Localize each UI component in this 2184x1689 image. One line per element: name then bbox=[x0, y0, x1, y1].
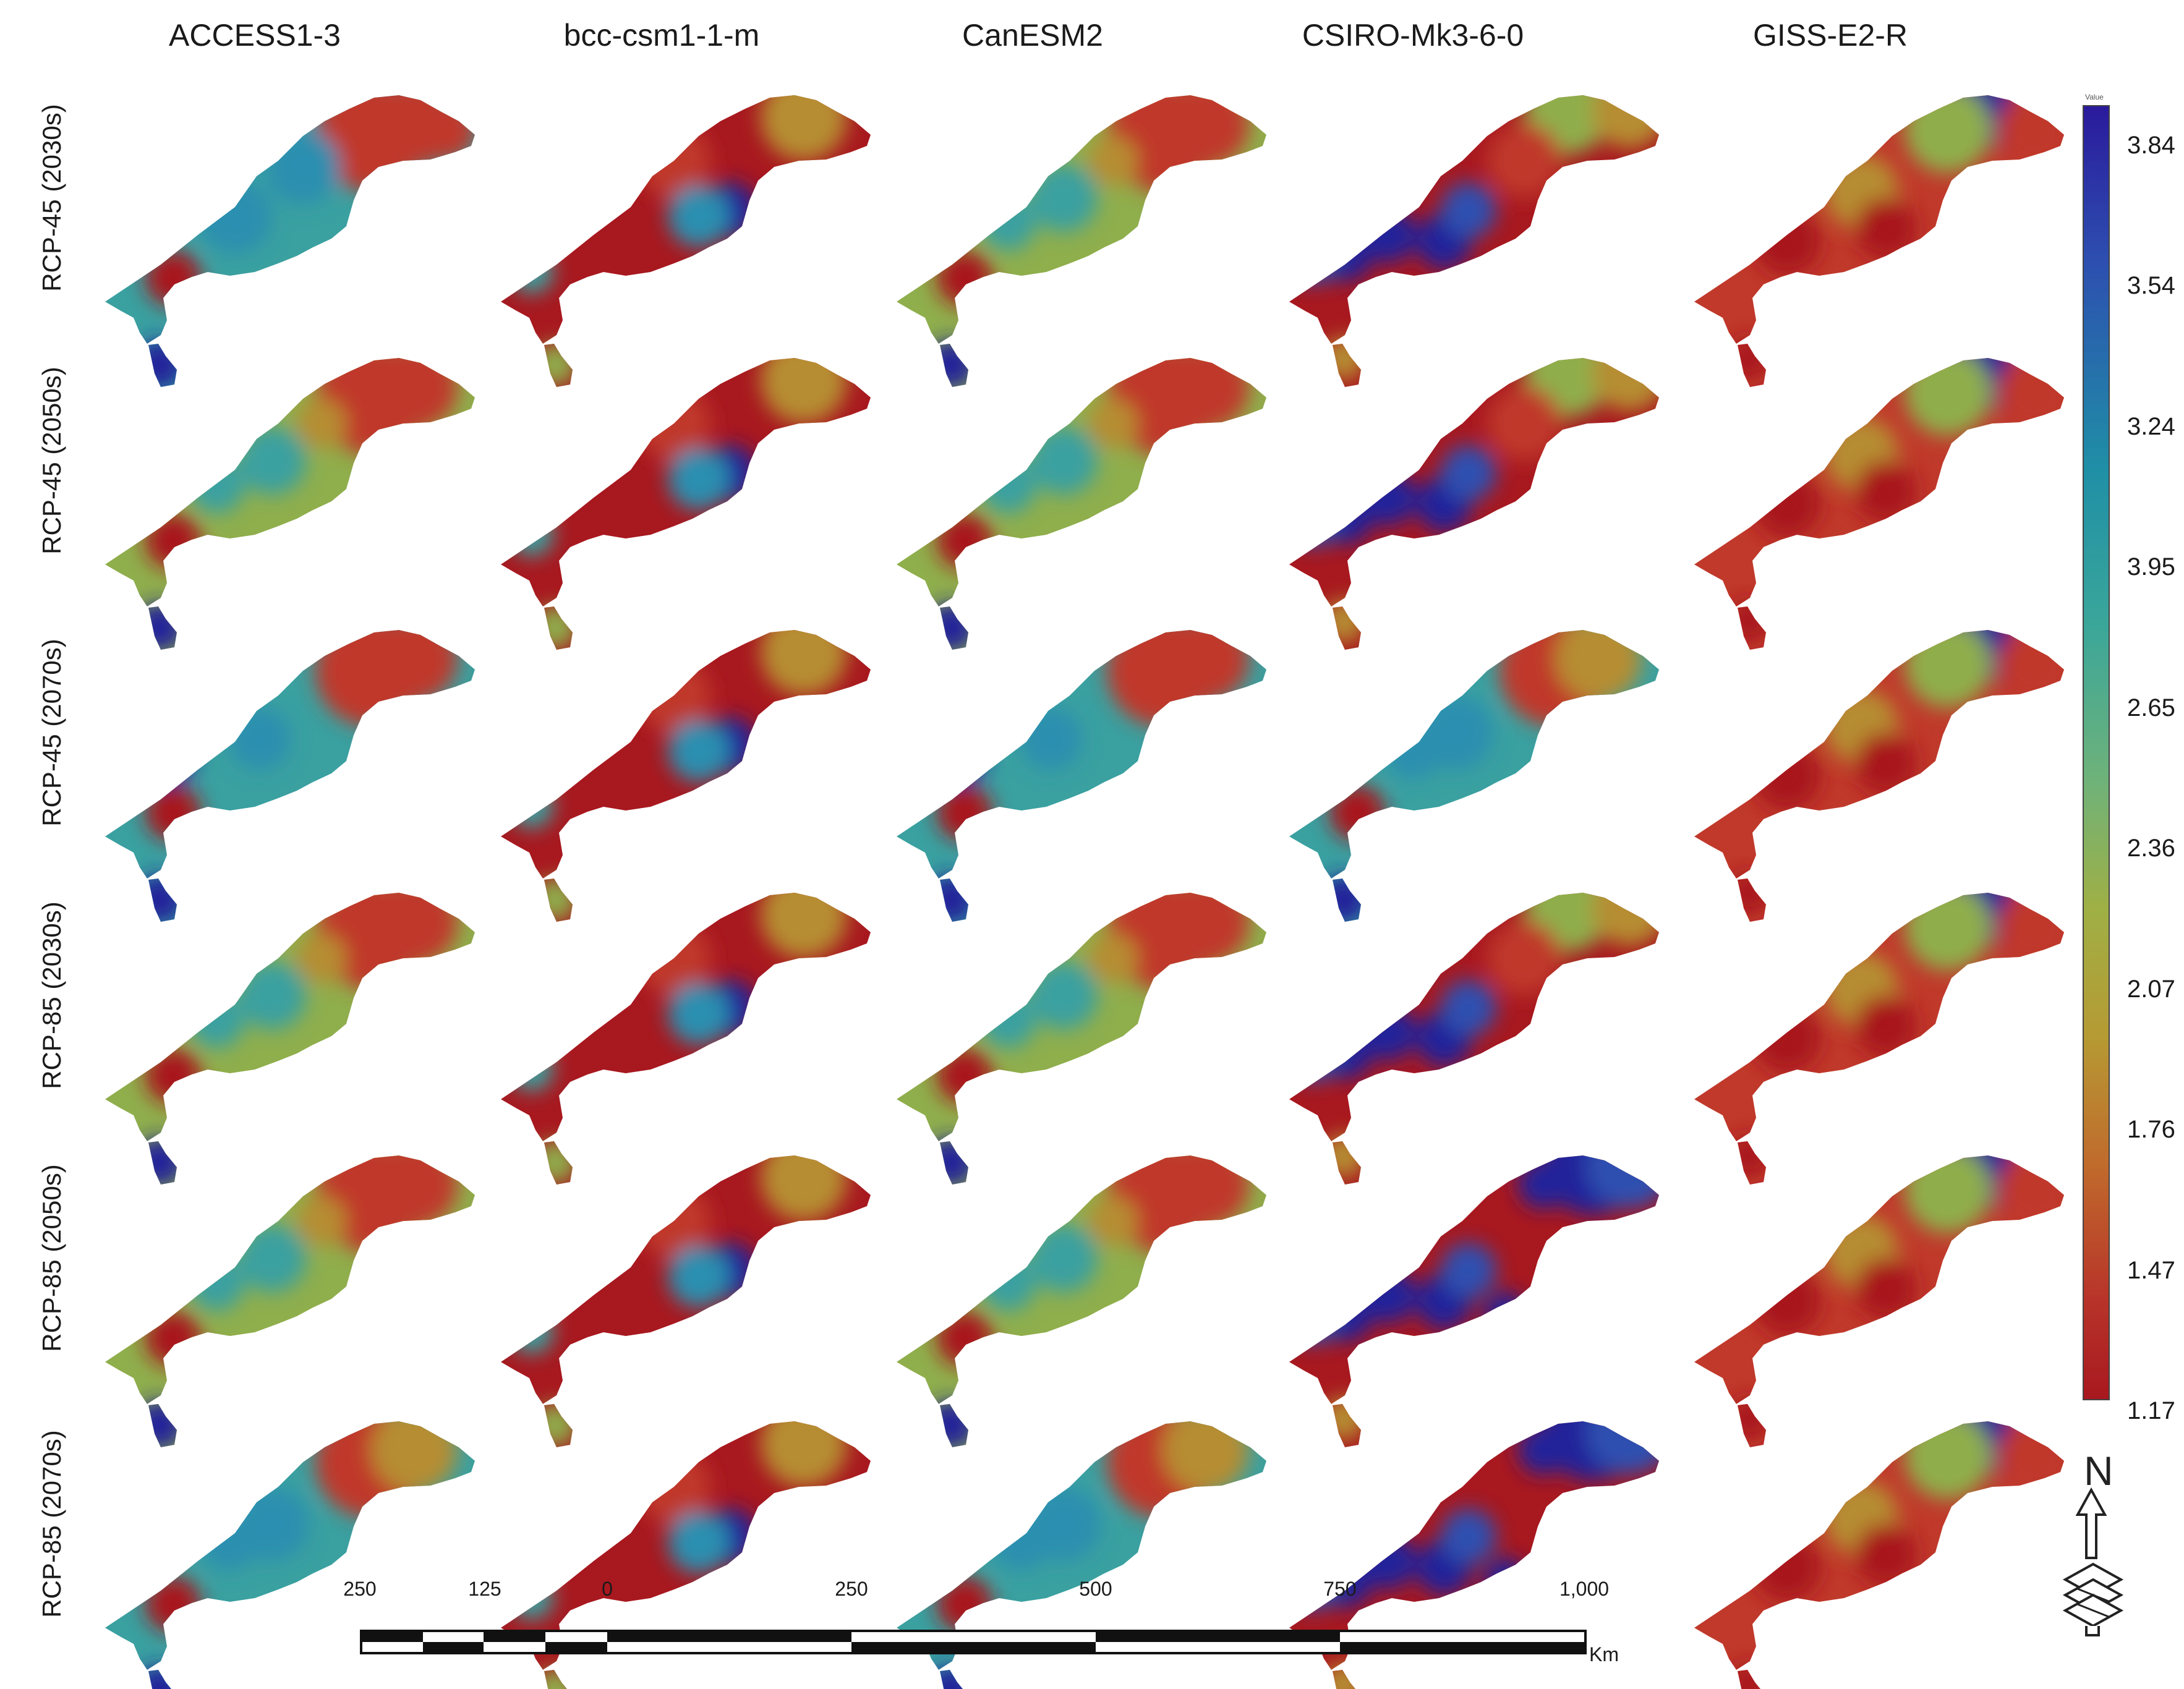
basin-map-GISS-E2-R-RCP-45 (2030s) bbox=[1694, 95, 2064, 387]
row-label-2: RCP-45 (2050s) bbox=[37, 367, 66, 555]
basin-map-CSIRO-Mk3-6-0-RCP-45 (2070s) bbox=[1289, 630, 1659, 922]
row-label-1: RCP-45 (2030s) bbox=[37, 104, 66, 292]
scale-label: 250 bbox=[835, 1578, 868, 1600]
colorbar-tick: 2.36 bbox=[2127, 835, 2175, 862]
basin-map-CSIRO-Mk3-6-0-RCP-85 (2030s) bbox=[1289, 893, 1659, 1185]
basin-map-CanESM2-RCP-45 (2030s) bbox=[897, 95, 1266, 387]
basin-map-CanESM2-RCP-85 (2050s) bbox=[897, 1155, 1266, 1447]
scale-unit: Km bbox=[1589, 1643, 1619, 1666]
north-label: N bbox=[2084, 1448, 2114, 1494]
basin-map-ACCESS1-3-RCP-85 (2030s) bbox=[105, 893, 475, 1185]
basin-map-bcc-csm1-1-m-RCP-85 (2030s) bbox=[501, 893, 871, 1185]
basin-map-bcc-csm1-1-m-RCP-45 (2070s) bbox=[501, 630, 871, 922]
colorbar-tick: 1.47 bbox=[2127, 1257, 2175, 1284]
scale-label: 1,000 bbox=[1559, 1578, 1610, 1600]
colorbar-tick: 1.76 bbox=[2127, 1116, 2175, 1143]
scale-bar bbox=[360, 1630, 1587, 1654]
colorbar-mini-label: Value bbox=[2085, 93, 2104, 101]
colorbar-tick: 3.54 bbox=[2127, 272, 2175, 299]
row-label-3: RCP-45 (2070s) bbox=[37, 639, 66, 827]
basin-map-CanESM2-RCP-45 (2070s) bbox=[897, 630, 1266, 922]
basin-map-GISS-E2-R-RCP-45 (2070s) bbox=[1694, 630, 2064, 922]
colorbar-tick: 2.65 bbox=[2127, 694, 2175, 721]
basin-map-CanESM2-RCP-45 (2050s) bbox=[897, 358, 1266, 650]
north-arrow-icon: N bbox=[2062, 1448, 2124, 1636]
column-title-bcc: bcc-csm1-1-m bbox=[563, 18, 760, 53]
basin-map-CSIRO-Mk3-6-0-RCP-45 (2030s) bbox=[1289, 95, 1659, 387]
scale-label: 250 bbox=[343, 1578, 377, 1600]
basin-map-ACCESS1-3-RCP-45 (2030s) bbox=[105, 95, 475, 387]
basin-map-CSIRO-Mk3-6-0-RCP-85 (2050s) bbox=[1289, 1155, 1659, 1447]
basin-map-CSIRO-Mk3-6-0-RCP-45 (2050s) bbox=[1289, 358, 1659, 650]
basin-map-bcc-csm1-1-m-RCP-45 (2050s) bbox=[501, 358, 871, 650]
column-title-canesm: CanESM2 bbox=[962, 18, 1103, 53]
column-title-giss: GISS-E2-R bbox=[1752, 18, 1908, 53]
scale-label: 750 bbox=[1323, 1578, 1357, 1600]
column-title-csiro: CSIRO-Mk3-6-0 bbox=[1302, 18, 1524, 53]
scale-label: 0 bbox=[602, 1578, 613, 1600]
colorbar-tick: 3.95 bbox=[2127, 553, 2175, 581]
row-label-4: RCP-85 (2030s) bbox=[37, 901, 66, 1089]
basin-map-bcc-csm1-1-m-RCP-85 (2050s) bbox=[501, 1155, 871, 1447]
row-label-5: RCP-85 (2050s) bbox=[37, 1164, 66, 1352]
basin-map-GISS-E2-R-RCP-85 (2070s) bbox=[1694, 1421, 2064, 1689]
basin-map-bcc-csm1-1-m-RCP-45 (2030s) bbox=[501, 95, 871, 387]
basin-map-GISS-E2-R-RCP-45 (2050s) bbox=[1694, 358, 2064, 650]
basin-map-ACCESS1-3-RCP-45 (2070s) bbox=[105, 630, 475, 922]
scale-label: 125 bbox=[468, 1578, 501, 1600]
colorbar-tick: 3.84 bbox=[2127, 132, 2175, 159]
basin-map-ACCESS1-3-RCP-85 (2050s) bbox=[105, 1155, 475, 1447]
basin-map-ACCESS1-3-RCP-45 (2050s) bbox=[105, 358, 475, 650]
basin-map-CanESM2-RCP-85 (2030s) bbox=[897, 893, 1266, 1185]
column-title-access: ACCESS1-3 bbox=[169, 18, 341, 53]
colorbar bbox=[2083, 105, 2110, 1400]
colorbar-tick: 1.17 bbox=[2127, 1397, 2175, 1424]
basin-map-GISS-E2-R-RCP-85 (2030s) bbox=[1694, 893, 2064, 1185]
scale-label: 500 bbox=[1079, 1578, 1112, 1600]
colorbar-tick: 3.24 bbox=[2127, 413, 2175, 440]
row-label-6: RCP-85 (2070s) bbox=[37, 1430, 66, 1618]
colorbar-tick: 2.07 bbox=[2127, 976, 2175, 1003]
basin-map-GISS-E2-R-RCP-85 (2050s) bbox=[1694, 1155, 2064, 1447]
